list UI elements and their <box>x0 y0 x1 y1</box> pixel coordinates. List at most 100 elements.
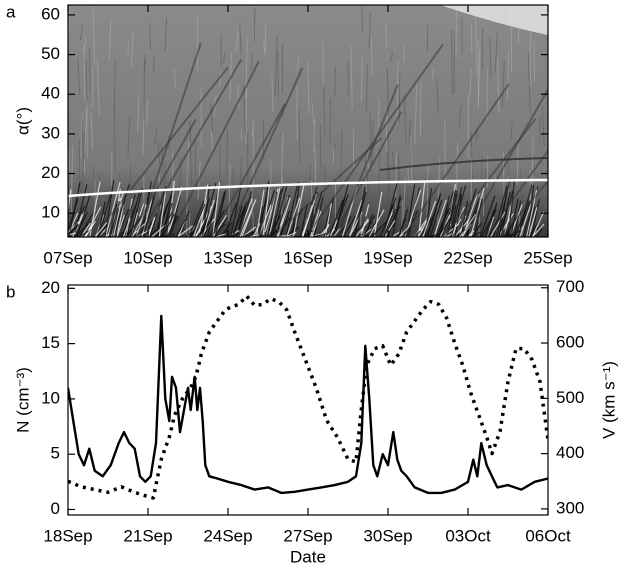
image-streak <box>446 190 456 237</box>
y2-axis-label: V (km s⁻¹) <box>599 361 618 439</box>
image-streak <box>517 184 533 237</box>
image-streak <box>189 147 193 191</box>
image-streak <box>70 145 74 213</box>
image-streak <box>467 94 469 160</box>
image-streak <box>268 187 281 237</box>
image-streak <box>127 115 131 157</box>
image-streak <box>144 53 147 71</box>
image-streak <box>116 204 125 237</box>
image-streak <box>471 222 482 237</box>
image-streak <box>188 200 205 237</box>
image-streak <box>361 6 364 35</box>
image-streak <box>422 200 437 237</box>
image-streak <box>313 118 316 153</box>
image-streak <box>68 232 76 236</box>
image-streak <box>210 102 287 237</box>
image-streak <box>307 61 310 114</box>
image-streak <box>520 169 523 224</box>
image-streak <box>88 47 91 92</box>
image-streak <box>437 158 441 226</box>
y-tick-label: 20 <box>41 278 60 297</box>
image-streak <box>208 209 225 237</box>
x-tick-label: 19Sep <box>363 248 412 267</box>
image-streak <box>397 154 401 200</box>
image-streak <box>226 128 229 176</box>
image-streak <box>251 187 255 232</box>
image-streak <box>500 179 548 237</box>
image-streak <box>518 206 521 237</box>
image-streak <box>408 187 421 237</box>
image-streak <box>173 68 176 87</box>
image-streak <box>519 201 533 237</box>
image-streak <box>241 211 252 237</box>
image-streak <box>236 31 239 52</box>
x-tick-label: 06Oct <box>525 526 571 545</box>
image-streak <box>350 46 353 110</box>
image-streak <box>480 156 483 226</box>
x-axis-label: Date <box>290 547 326 566</box>
image-streak <box>232 205 243 237</box>
image-streak <box>353 191 367 237</box>
image-streak <box>154 127 158 145</box>
image-streak <box>160 141 164 174</box>
image-streak <box>483 167 487 223</box>
panel-a: a 07Sep 10Sep 13Sep 16Sep 19Sep 22Sep 25Sep 10 20… <box>6 2 573 267</box>
image-streak <box>418 220 428 237</box>
image-streak <box>184 230 195 237</box>
y-tick-label: 10 <box>41 388 60 407</box>
image-streak <box>371 221 387 237</box>
image-streak <box>368 13 371 49</box>
image-streak <box>409 136 413 186</box>
image-streak <box>507 161 511 215</box>
image-streak <box>311 102 315 125</box>
image-streak <box>68 182 81 237</box>
image-streak <box>412 230 421 237</box>
image-streak <box>368 209 385 237</box>
image-streak <box>355 219 370 237</box>
x-tick-label: 03Oct <box>445 526 491 545</box>
image-streak <box>435 207 451 237</box>
image-streak <box>189 209 191 237</box>
image-streak <box>92 5 96 66</box>
y-tick-label: 5 <box>51 444 60 463</box>
image-streak <box>239 156 242 182</box>
image-streak <box>427 192 442 237</box>
image-streak <box>362 214 376 237</box>
image-streak <box>262 184 271 237</box>
image-streak <box>96 58 100 117</box>
image-streak <box>161 213 176 237</box>
image-streak <box>299 204 308 237</box>
image-streak <box>367 212 382 237</box>
image-streak <box>479 195 496 237</box>
image-streak <box>400 199 404 237</box>
image-streak <box>462 87 548 237</box>
image-streak <box>104 181 121 237</box>
image-streak <box>285 181 299 237</box>
image-texture <box>68 5 548 237</box>
image-streak <box>334 66 336 97</box>
image-streak <box>78 138 81 198</box>
image-streak <box>469 68 472 97</box>
panel-label: a <box>6 2 16 21</box>
image-streak <box>241 230 256 237</box>
image-streak <box>129 118 197 237</box>
image-streak <box>470 159 473 206</box>
image-streak <box>533 40 535 82</box>
image-streak <box>113 103 116 170</box>
image-streak <box>510 122 513 141</box>
image-streak <box>280 132 284 183</box>
image-streak <box>167 186 183 237</box>
image-streak <box>255 189 257 237</box>
image-streak <box>528 207 538 237</box>
image-streak <box>336 84 399 237</box>
image-streak <box>396 60 399 124</box>
image-streak <box>192 196 209 237</box>
image-streak <box>217 233 219 237</box>
plot-area <box>68 294 548 500</box>
image-streak <box>266 191 278 237</box>
image-streak <box>262 40 266 56</box>
image-streak <box>454 194 462 237</box>
image-streak <box>94 222 108 237</box>
image-streak <box>373 191 383 237</box>
